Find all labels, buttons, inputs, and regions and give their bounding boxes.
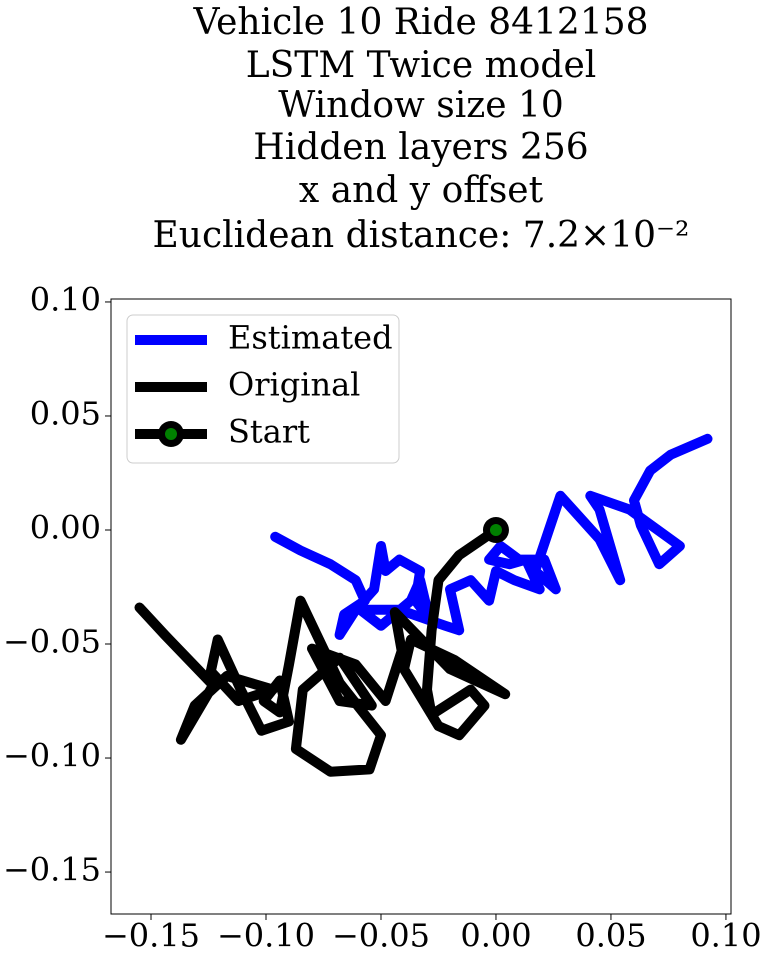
legend-label: Start [228, 413, 310, 451]
x-tick-label: 0.10 [690, 917, 761, 955]
y-tick-label: −0.15 [3, 851, 101, 889]
legend-label: Original [228, 366, 360, 404]
y-tick-label: 0.05 [30, 394, 101, 432]
plot-frame [110, 298, 732, 915]
y-tick-label: 0.00 [30, 508, 101, 546]
y-tick-label: −0.10 [3, 737, 101, 775]
series-line [134, 525, 511, 777]
x-tick-label: 0.05 [575, 917, 646, 955]
legend-marker-center [165, 428, 177, 440]
y-tick-label: −0.05 [3, 623, 101, 661]
chart-title: Hidden layers 256 [253, 127, 588, 168]
x-tick-label: 0.00 [460, 917, 531, 955]
x-tick-label: −0.15 [102, 917, 200, 955]
start-marker-center [489, 523, 502, 536]
chart-title: Euclidean distance: 7.2×10⁻² [153, 215, 690, 256]
chart-title: x and y offset [299, 170, 544, 211]
x-tick-label: −0.05 [332, 917, 430, 955]
y-tick-label: 0.10 [30, 280, 101, 318]
chart-title: Window size 10 [278, 85, 564, 126]
chart-title: Vehicle 10 Ride 8412158 [192, 2, 648, 43]
legend-box [126, 314, 400, 464]
legend-label: Estimated [228, 319, 393, 357]
series-line [270, 433, 713, 640]
chart-title: LSTM Twice model [246, 45, 597, 86]
x-tick-label: −0.10 [217, 917, 315, 955]
